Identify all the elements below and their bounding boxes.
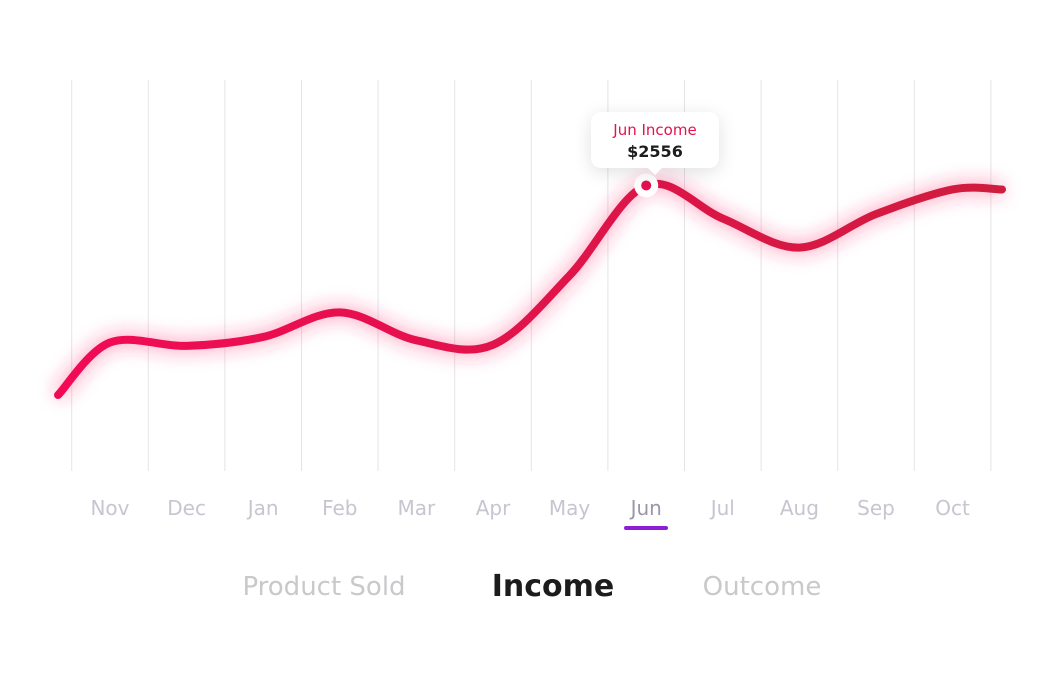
month-label-dec[interactable]: Dec xyxy=(167,496,206,520)
tab-outcome[interactable]: Outcome xyxy=(702,572,822,602)
month-label-oct[interactable]: Oct xyxy=(935,496,970,520)
month-label-feb[interactable]: Feb xyxy=(322,496,358,520)
metric-tabs: Product Sold Income Outcome xyxy=(0,569,1060,622)
month-label-jul[interactable]: Jul xyxy=(710,496,735,520)
month-label-mar[interactable]: Mar xyxy=(397,496,436,520)
tab-income[interactable]: Income xyxy=(491,569,615,604)
highlight-point-jun[interactable] xyxy=(641,180,652,191)
month-label-may[interactable]: May xyxy=(548,496,591,520)
month-label-nov[interactable]: Nov xyxy=(90,496,130,520)
selected-month-underline xyxy=(624,526,669,530)
income-line xyxy=(54,179,1006,400)
month-label-jan[interactable]: Jan xyxy=(247,496,279,520)
value-tooltip: Jun Income $2556 xyxy=(591,112,719,175)
tab-product-sold[interactable]: Product Sold xyxy=(242,572,406,602)
month-label-jun[interactable]: Jun xyxy=(630,496,662,520)
month-label-apr[interactable]: Apr xyxy=(475,496,511,520)
tooltip-title: Jun Income xyxy=(613,121,697,139)
income-line-glow xyxy=(53,177,1003,400)
month-label-sep[interactable]: Sep xyxy=(857,496,895,520)
month-label-aug[interactable]: Aug xyxy=(779,496,819,520)
tooltip-value: $2556 xyxy=(627,142,683,161)
